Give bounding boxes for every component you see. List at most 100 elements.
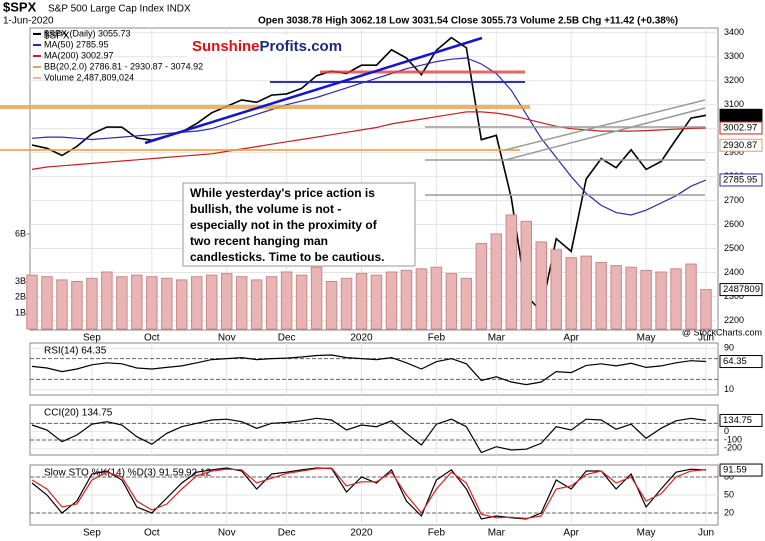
- volume-bar: [71, 280, 83, 330]
- wedge-line: [504, 99, 706, 151]
- volume-bar: [550, 249, 562, 330]
- y-tick-label: 3300: [724, 51, 744, 61]
- logo-box: [188, 35, 340, 57]
- volume-bar: [250, 279, 263, 330]
- value-tag: [719, 138, 763, 152]
- volume-bar: [625, 266, 637, 330]
- series-line: [31, 111, 707, 170]
- y-tick-label: 20: [724, 507, 734, 517]
- annotation-line: bullish, the volume is not -: [190, 202, 341, 216]
- volume-bar: [116, 276, 128, 330]
- logo: SunshineProfits.com: [192, 38, 342, 55]
- source: @ StockCharts.com: [682, 327, 762, 337]
- value-tag: [719, 108, 763, 122]
- volume-bar: [340, 277, 353, 330]
- volume-bar: [41, 276, 53, 330]
- panel-title: 92.12: [186, 468, 211, 479]
- y-tick-label: 1B: [15, 308, 26, 318]
- y-tick-label: 90: [724, 343, 734, 353]
- volume-bar: [430, 266, 443, 330]
- legend-label: BB(20,2.0) 2786.81 - 2930.87 - 3074.92: [44, 61, 203, 71]
- value-tag: [719, 283, 763, 297]
- y-tick-label: 2200: [724, 315, 744, 325]
- y-tick-label: 3400: [724, 27, 744, 37]
- legend-label: MA(50) 2785.95: [44, 39, 109, 49]
- volume-bar: [490, 233, 503, 330]
- volume-bar: [101, 271, 113, 330]
- cci-panel: [29, 404, 719, 456]
- y-tick-label: 2B: [15, 292, 26, 302]
- panel-title: $SPX: [44, 31, 70, 42]
- y-tick-label: 2500: [724, 243, 744, 253]
- y-tick-label: 50: [724, 489, 734, 499]
- x-tick-label: Dec: [278, 528, 296, 539]
- panel-title: RSI(14) 64.35: [44, 346, 107, 357]
- x-tick-label: Apr: [563, 333, 579, 344]
- value-tag-label: 2487809: [723, 284, 760, 295]
- value-tag-label: 3055.73: [723, 110, 757, 121]
- series-line: [31, 467, 707, 520]
- y-tick-label: -200: [724, 443, 742, 453]
- volume-bar: [505, 214, 518, 330]
- value-tag: [719, 173, 763, 187]
- volume-bar: [310, 266, 323, 330]
- volume-bar: [415, 268, 428, 330]
- series-line: [31, 467, 707, 520]
- volume-bar: [235, 276, 248, 330]
- value-tag-label: 2785.95: [723, 174, 757, 185]
- annotation-box: [182, 182, 416, 267]
- x-tick-label: Oct: [144, 528, 160, 539]
- volume-bar: [26, 274, 38, 330]
- x-tick-label: Jun: [698, 333, 714, 344]
- volume-bar: [475, 242, 488, 330]
- y-tick-label: -100: [724, 434, 742, 444]
- panel-title: CCI(20) 134.75: [44, 408, 113, 419]
- volume-bar: [176, 279, 188, 330]
- volume-bar: [146, 276, 158, 330]
- value-tag-label: 64.35: [723, 356, 747, 367]
- x-tick-label: Feb: [428, 333, 446, 344]
- value-tag: [719, 355, 763, 369]
- x-tick-label: Sep: [83, 333, 101, 344]
- x-tick-label: Mar: [488, 333, 506, 344]
- volume-bar: [565, 257, 577, 330]
- chart-date: 1-Jun-2020: [3, 16, 54, 27]
- x-tick-label: Sep: [83, 528, 101, 539]
- series-line: [31, 417, 707, 454]
- y-tick-label: 2400: [724, 267, 744, 277]
- x-tick-label: May: [637, 333, 656, 344]
- value-tag-label: 91.59: [723, 465, 747, 476]
- rsi-panel: [29, 342, 719, 396]
- annotation-line: especially not in the proximity of: [190, 218, 378, 232]
- marks: Sep Sep Oct Oct Nov Nov Dec Dec 2020 2020 Feb Feb Ma…: [15, 27, 763, 539]
- volume-bar: [131, 274, 143, 330]
- symbol: $SPX: [3, 0, 37, 14]
- x-tick-label: May: [637, 528, 656, 539]
- symbol-name: S&P 500 Large Cap Index INDX: [48, 4, 191, 15]
- volume-bar: [161, 277, 173, 330]
- volume-bar: [280, 271, 293, 330]
- annotation-line: two recent hanging man: [190, 234, 328, 248]
- y-tick-label: 3200: [724, 75, 744, 85]
- x-tick-label: Nov: [218, 333, 236, 344]
- y-tick-label: 6B: [15, 228, 26, 238]
- volume-bar: [655, 271, 667, 330]
- volume-bar: [460, 277, 473, 330]
- logo-part: Profits.com: [260, 38, 343, 55]
- volume-bar: [355, 273, 368, 330]
- value-tag-label: 2930.87: [723, 140, 757, 151]
- volume-bar: [595, 261, 607, 330]
- legend-label: $SPX (Daily) 3055.73: [44, 28, 131, 38]
- annotation-line: candlesticks. Time to be cautious.: [190, 250, 385, 264]
- volume-bar: [670, 268, 682, 330]
- volume-bar: [640, 269, 652, 330]
- x-tick-label: 2020: [350, 333, 373, 344]
- y-tick-label: 2600: [724, 219, 744, 229]
- volume-bar: [265, 276, 278, 330]
- y-tick-label: 10: [724, 384, 734, 394]
- volume-bar: [56, 279, 68, 330]
- trend-line: [144, 36, 483, 145]
- y-tick-label: 0: [724, 426, 729, 436]
- volume-bar: [685, 263, 697, 330]
